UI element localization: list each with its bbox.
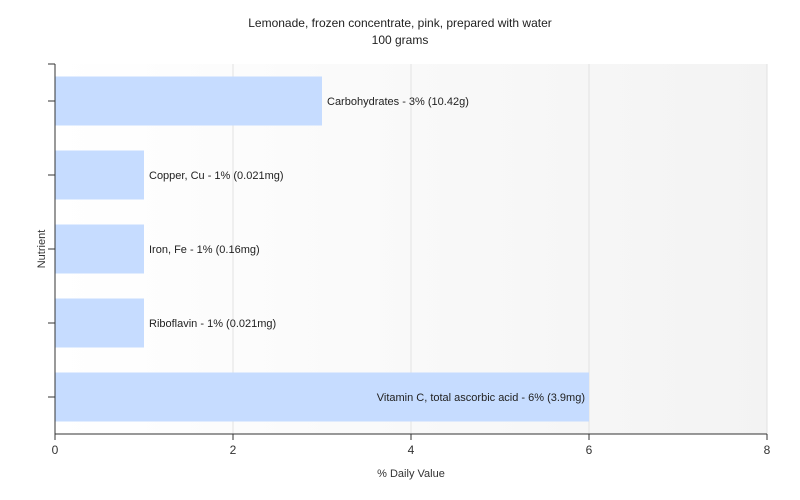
bar-data-label: Iron, Fe - 1% (0.16mg) [149, 244, 260, 256]
bar [55, 224, 144, 274]
axes: 0 2 4 6 8 [48, 63, 771, 457]
x-tick-label: 6 [586, 443, 593, 457]
bar-data-label: Copper, Cu - 1% (0.021mg) [149, 170, 284, 182]
bar [55, 298, 144, 348]
bars: Carbohydrates - 3% (10.42g) Copper, Cu - … [55, 76, 589, 422]
x-axis-label: % Daily Value [377, 468, 445, 480]
bar-data-label: Carbohydrates - 3% (10.42g) [327, 96, 469, 108]
x-tick-label: 8 [764, 443, 771, 457]
chart-subtitle: 100 grams [372, 33, 429, 47]
x-tick-label: 2 [230, 443, 237, 457]
bar [55, 372, 589, 422]
chart-title: Lemonade, frozen concentrate, pink, prep… [248, 16, 552, 30]
x-tick-label: 0 [52, 443, 59, 457]
bar-data-label: Riboflavin - 1% (0.021mg) [149, 318, 276, 330]
bar [55, 150, 144, 200]
y-axis-label: Nutrient [36, 230, 48, 269]
x-tick-label: 4 [408, 443, 415, 457]
bar [55, 76, 322, 126]
gridlines [232, 64, 768, 434]
bar-data-label: Vitamin C, total ascorbic acid - 6% (3.9… [377, 392, 585, 404]
